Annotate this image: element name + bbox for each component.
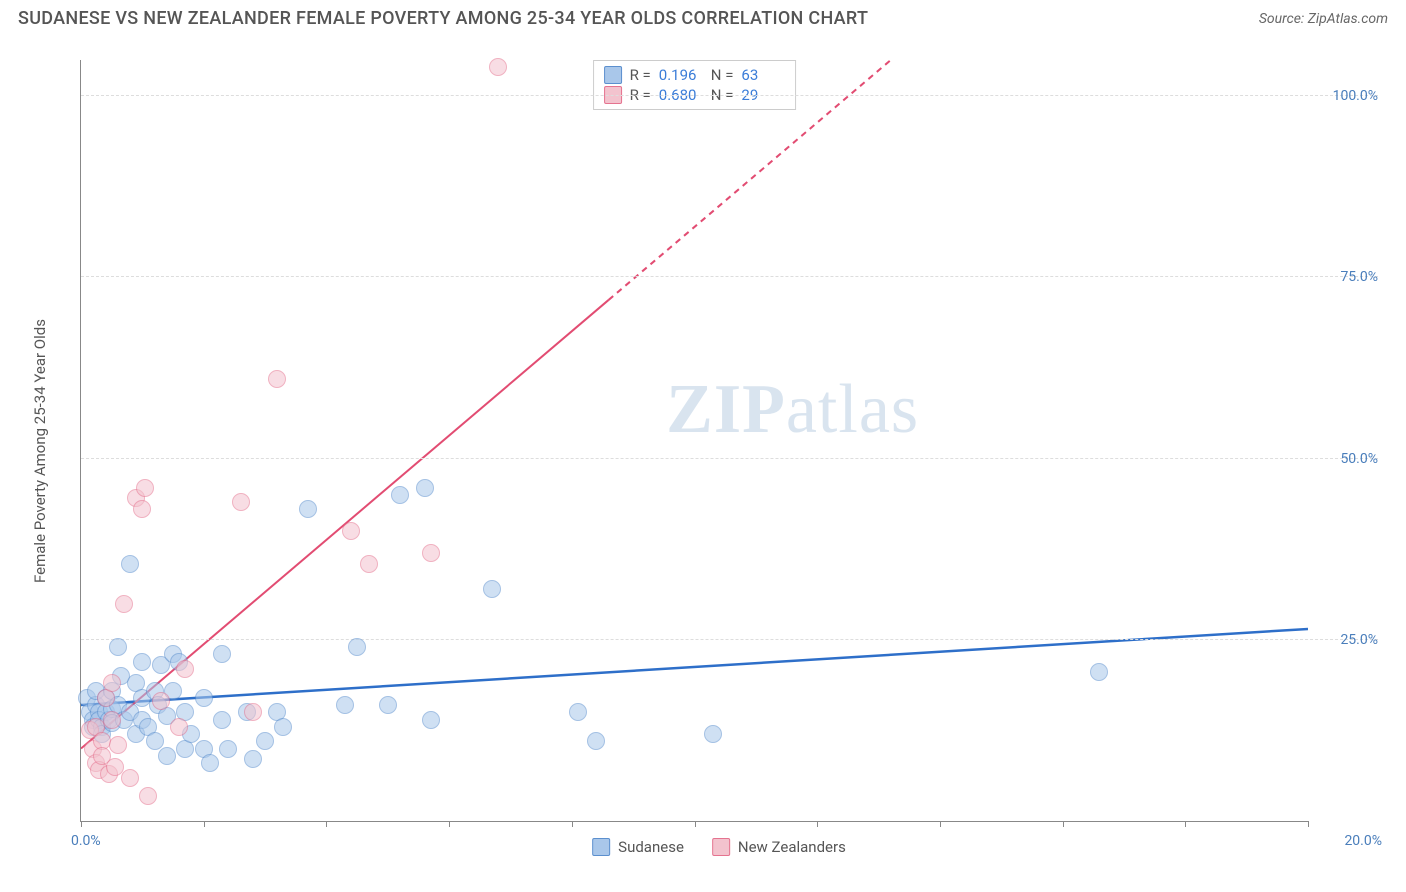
- gridline: [81, 276, 1378, 277]
- data-point: [342, 522, 360, 540]
- x-tick: [940, 821, 941, 827]
- y-tick-label: 50.0%: [1318, 451, 1378, 467]
- stat-n-label: N =: [711, 66, 734, 84]
- data-point: [360, 555, 378, 573]
- x-tick: [204, 821, 205, 827]
- data-point: [213, 711, 231, 729]
- trend-lines: [81, 60, 1308, 821]
- data-point: [136, 479, 154, 497]
- data-point: [704, 725, 722, 743]
- gridline: [81, 458, 1378, 459]
- gridline: [81, 639, 1378, 640]
- x-tick: [81, 821, 82, 827]
- bottom-legend: Sudanese New Zealanders: [592, 838, 846, 856]
- data-point: [348, 638, 366, 656]
- source-name: ZipAtlas.com: [1308, 11, 1388, 27]
- data-point: [133, 653, 151, 671]
- y-tick-label: 25.0%: [1318, 632, 1378, 648]
- x-tick: [1308, 821, 1309, 827]
- swatch-icon: [592, 838, 610, 856]
- data-point: [569, 703, 587, 721]
- y-tick-label: 75.0%: [1318, 269, 1378, 285]
- data-point: [299, 500, 317, 518]
- stat-r-label: R =: [630, 66, 651, 84]
- stat-r-value: 0.196: [659, 66, 703, 84]
- plot-area: ZIPatlas R = 0.196 N = 63 R = 0.680 N = …: [80, 60, 1308, 822]
- data-point: [391, 486, 409, 504]
- data-point: [170, 718, 188, 736]
- source-credit: Source: ZipAtlas.com: [1259, 11, 1388, 27]
- data-point: [483, 580, 501, 598]
- watermark-atlas: atlas: [786, 371, 919, 448]
- data-point: [244, 703, 262, 721]
- y-tick-label: 100.0%: [1318, 88, 1378, 104]
- x-label-end: 20.0%: [1344, 833, 1382, 849]
- data-point: [103, 711, 121, 729]
- data-point: [256, 732, 274, 750]
- data-point: [158, 747, 176, 765]
- data-point: [1090, 663, 1108, 681]
- watermark-zip: ZIP: [666, 371, 786, 448]
- data-point: [115, 595, 133, 613]
- data-point: [152, 692, 170, 710]
- data-point: [201, 754, 219, 772]
- data-point: [422, 711, 440, 729]
- data-point: [244, 750, 262, 768]
- data-point: [379, 696, 397, 714]
- legend-label: New Zealanders: [738, 838, 846, 856]
- swatch-icon: [604, 66, 622, 84]
- title-bar: SUDANESE VS NEW ZEALANDER FEMALE POVERTY…: [0, 0, 1406, 35]
- x-label-start: 0.0%: [71, 833, 101, 849]
- watermark: ZIPatlas: [666, 370, 919, 450]
- data-point: [336, 696, 354, 714]
- x-tick: [1063, 821, 1064, 827]
- x-tick: [572, 821, 573, 827]
- data-point: [195, 689, 213, 707]
- legend-label: Sudanese: [618, 838, 684, 856]
- x-tick: [817, 821, 818, 827]
- swatch-icon: [712, 838, 730, 856]
- data-point: [422, 544, 440, 562]
- legend-item: Sudanese: [592, 838, 684, 856]
- chart-title: SUDANESE VS NEW ZEALANDER FEMALE POVERTY…: [18, 8, 868, 29]
- data-point: [587, 732, 605, 750]
- data-point: [103, 674, 121, 692]
- legend-item: New Zealanders: [712, 838, 846, 856]
- data-point: [176, 660, 194, 678]
- x-tick: [695, 821, 696, 827]
- gridline: [81, 95, 1378, 96]
- source-label: Source:: [1259, 11, 1304, 27]
- data-point: [109, 736, 127, 754]
- data-point: [274, 718, 292, 736]
- x-tick: [449, 821, 450, 827]
- x-tick: [326, 821, 327, 827]
- stats-box: R = 0.196 N = 63 R = 0.680 N = 29: [593, 60, 797, 110]
- data-point: [268, 370, 286, 388]
- data-point: [219, 740, 237, 758]
- data-point: [213, 645, 231, 663]
- data-point: [121, 769, 139, 787]
- x-tick: [1185, 821, 1186, 827]
- data-point: [109, 638, 127, 656]
- data-point: [133, 500, 151, 518]
- chart-container: Female Poverty Among 25-34 Year Olds ZIP…: [50, 40, 1388, 862]
- data-point: [416, 479, 434, 497]
- y-axis-title: Female Poverty Among 25-34 Year Olds: [31, 319, 49, 583]
- data-point: [139, 787, 157, 805]
- stat-n-value: 63: [741, 66, 785, 84]
- data-point: [489, 58, 507, 76]
- data-point: [121, 555, 139, 573]
- stats-row: R = 0.196 N = 63: [604, 65, 786, 85]
- data-point: [232, 493, 250, 511]
